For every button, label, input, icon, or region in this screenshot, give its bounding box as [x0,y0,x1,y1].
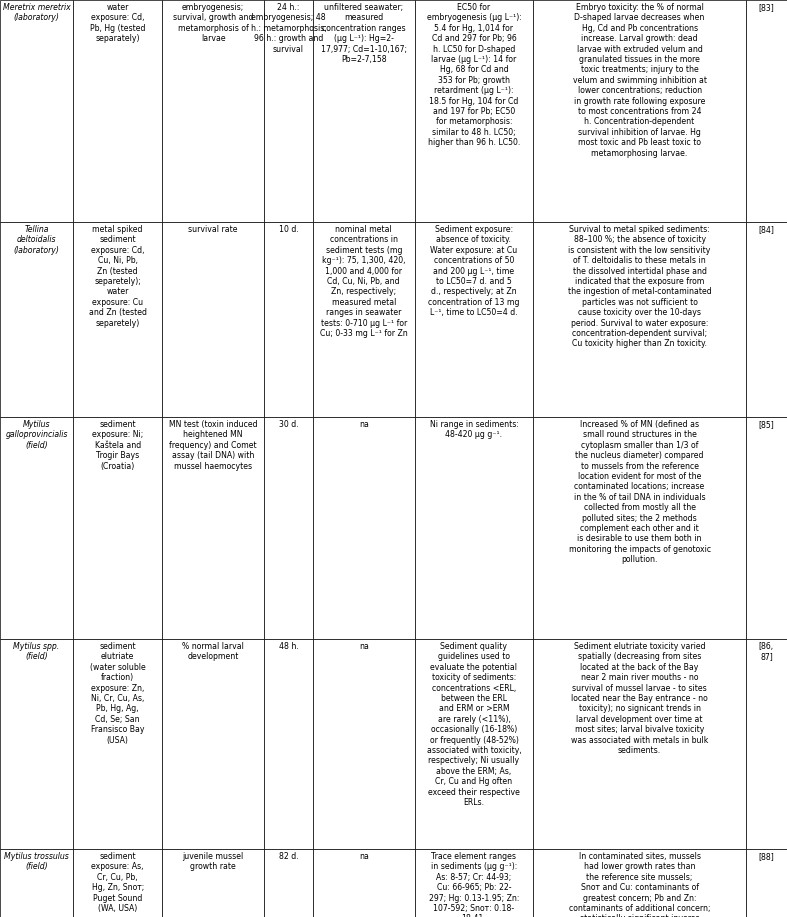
Bar [746,222,787,417]
Text: Tellina
deltoidalis
(laboratory): Tellina deltoidalis (laboratory) [13,225,59,255]
Text: 82 d.: 82 d. [279,852,298,861]
Bar [73,849,162,917]
Text: Trace element ranges
in sediments (μg g⁻¹):
As: 8-57; Cr: 44-93;
Cu: 66-965; Pb:: Trace element ranges in sediments (μg g⁻… [429,852,519,917]
Bar [415,639,534,849]
Text: [86,
87]: [86, 87] [759,642,774,661]
Text: Survival to metal spiked sediments:
88–100 %; the absence of toxicity
is consist: Survival to metal spiked sediments: 88–1… [567,225,711,348]
Bar [415,0,534,222]
Text: Mytilus spp.
(field): Mytilus spp. (field) [13,642,60,661]
Bar [313,639,415,849]
Text: sediment
exposure: As,
Cr, Cu, Pb,
Hg, Zn, Snᴏᴛ;
Puget Sound
(WA, USA): sediment exposure: As, Cr, Cu, Pb, Hg, Z… [91,852,144,913]
Text: embryogenesis;
survival, growth and
metamorphosis of
larvae: embryogenesis; survival, growth and meta… [173,3,253,43]
Bar [534,0,746,222]
Bar [264,417,313,639]
Bar [534,222,746,417]
Text: 24 h.:
embryogenesis; 48
h.: metamorphosis;
96 h.: growth and
survival: 24 h.: embryogenesis; 48 h.: metamorphos… [250,3,327,53]
Bar [0,222,73,417]
Bar [534,639,746,849]
Text: na: na [359,852,369,861]
Text: [88]: [88] [759,852,774,861]
Bar [73,0,162,222]
Text: In contaminated sites, mussels
had lower growth rates than
the reference site mu: In contaminated sites, mussels had lower… [569,852,711,917]
Text: MN test (toxin induced
heightened MN
frequency) and Comet
assay (tail DNA) with
: MN test (toxin induced heightened MN fre… [169,420,257,470]
Bar [264,0,313,222]
Text: 30 d.: 30 d. [279,420,298,429]
Text: [83]: [83] [759,3,774,12]
Text: 10 d.: 10 d. [279,225,298,234]
Bar [162,417,264,639]
Text: Ni range in sediments:
48-420 μg g⁻¹.: Ni range in sediments: 48-420 μg g⁻¹. [430,420,519,439]
Text: 48 h.: 48 h. [279,642,298,651]
Bar [534,417,746,639]
Text: nominal metal
concentrations in
sediment tests (mg
kg⁻¹): 75, 1,300, 420,
1,000 : nominal metal concentrations in sediment… [320,225,408,338]
Bar [162,0,264,222]
Bar [534,849,746,917]
Bar [73,222,162,417]
Bar [415,849,534,917]
Bar [264,222,313,417]
Text: Sediment quality
guidelines used to
evaluate the potential
toxicity of sediments: Sediment quality guidelines used to eval… [427,642,521,807]
Bar [313,417,415,639]
Text: sediment
exposure: Ni;
Kaštela and
Trogir Bays
(Croatia): sediment exposure: Ni; Kaštela and Trogi… [92,420,143,470]
Bar [0,0,73,222]
Bar [162,849,264,917]
Bar [746,417,787,639]
Bar [313,222,415,417]
Bar [313,849,415,917]
Text: juvenile mussel
growth rate: juvenile mussel growth rate [183,852,244,871]
Text: Increased % of MN (defined as
small round structures in the
cytoplasm smaller th: Increased % of MN (defined as small roun… [568,420,711,564]
Bar [162,222,264,417]
Bar [746,0,787,222]
Text: Embryo toxicity: the % of normal
D-shaped larvae decreases when
Hg, Cd and Pb co: Embryo toxicity: the % of normal D-shape… [573,3,707,158]
Text: Mytilus trossulus
(field): Mytilus trossulus (field) [4,852,68,871]
Text: Mytilus
galloprovincialis
(field): Mytilus galloprovincialis (field) [6,420,68,450]
Bar [415,222,534,417]
Bar [264,639,313,849]
Bar [746,849,787,917]
Text: unfiltered seawater;
measured
concentration ranges
(μg L⁻¹): Hg=2-
17,977; Cd=1-: unfiltered seawater; measured concentrat… [321,3,407,64]
Bar [415,417,534,639]
Bar [0,639,73,849]
Bar [264,849,313,917]
Text: metal spiked
sediment
exposure: Cd,
Cu, Ni, Pb,
Zn (tested
separetely);
water
ex: metal spiked sediment exposure: Cd, Cu, … [89,225,146,327]
Text: Sediment elutriate toxicity varied
spatially (decreasing from sites
located at t: Sediment elutriate toxicity varied spati… [571,642,708,755]
Text: Meretrix meretrix
(laboratory): Meretrix meretrix (laboratory) [2,3,70,22]
Text: na: na [359,420,369,429]
Text: EC50 for
embryogenesis (μg L⁻¹):
5.4 for Hg, 1,014 for
Cd and 297 for Pb; 96
h. : EC50 for embryogenesis (μg L⁻¹): 5.4 for… [427,3,521,148]
Text: survival rate: survival rate [188,225,238,234]
Bar [746,639,787,849]
Bar [162,639,264,849]
Bar [0,849,73,917]
Bar [73,639,162,849]
Text: [84]: [84] [759,225,774,234]
Bar [0,417,73,639]
Text: % normal larval
development: % normal larval development [183,642,244,661]
Text: water
exposure: Cd,
Pb, Hg (tested
separately): water exposure: Cd, Pb, Hg (tested separ… [90,3,146,43]
Bar [313,0,415,222]
Text: na: na [359,642,369,651]
Text: sediment
elutriate
(water soluble
fraction)
exposure: Zn,
Ni, Cr, Cu, As,
Pb, Hg: sediment elutriate (water soluble fracti… [90,642,146,745]
Bar [73,417,162,639]
Text: [85]: [85] [759,420,774,429]
Text: Sediment exposure:
absence of toxicity.
Water exposure: at Cu
concentrations of : Sediment exposure: absence of toxicity. … [428,225,519,317]
